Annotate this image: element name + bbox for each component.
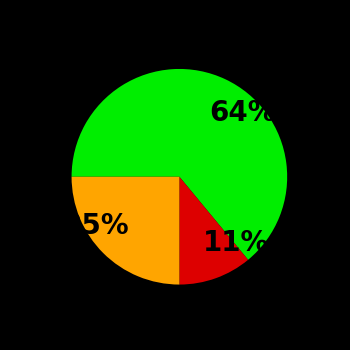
- Wedge shape: [71, 177, 180, 285]
- Wedge shape: [71, 69, 287, 260]
- Text: 25%: 25%: [63, 212, 130, 240]
- Text: 64%: 64%: [209, 99, 276, 127]
- Wedge shape: [179, 177, 248, 285]
- Text: 11%: 11%: [203, 229, 270, 257]
